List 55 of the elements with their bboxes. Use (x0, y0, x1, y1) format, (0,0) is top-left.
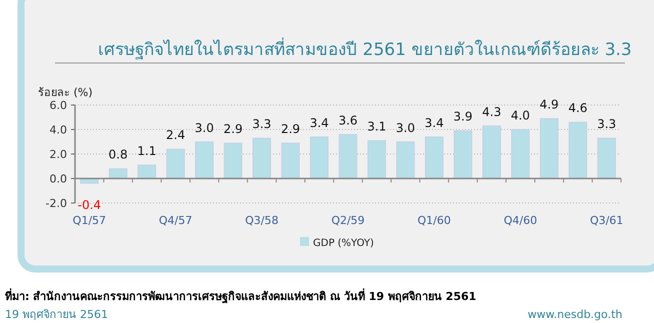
bar (568, 122, 588, 179)
data-label: 3.4 (310, 116, 329, 130)
data-label: 3.0 (396, 120, 416, 135)
text: 19 พฤศจิกายน 2561 (5, 308, 108, 321)
data-label: 1.1 (137, 144, 156, 158)
text: www.nesdb.go.th (528, 308, 622, 321)
legend-label: GDP (%YOY) (313, 238, 374, 249)
data-label: 3.3 (597, 117, 616, 132)
y-axis-title: ร้อยละ (%) (38, 86, 93, 99)
x-tick-label: Q2/59 (331, 214, 365, 227)
y-tick-label: -2.0 (46, 197, 67, 210)
data-label: 0.8 (108, 148, 128, 162)
bar (195, 141, 214, 179)
bar (108, 168, 128, 179)
bar (224, 142, 242, 179)
data-label: 4.3 (482, 104, 502, 119)
data-label: 3.0 (194, 120, 214, 135)
bar (482, 126, 501, 179)
bar (597, 138, 616, 179)
bar (511, 129, 530, 179)
data-label: 3.3 (252, 117, 272, 132)
y-tick-label: 0.0 (50, 172, 67, 186)
bar (310, 136, 328, 179)
bar (454, 130, 472, 179)
data-label: 3.6 (338, 113, 358, 128)
text: ที่มา: สำนักงานคณะกรรมการพัฒนาการเศรษฐกิจและสังคมแห่งชาติ ณ วันที่ 19 พฤศจิกายน 2561 (5, 288, 476, 304)
bar (425, 136, 444, 179)
bar (166, 148, 185, 179)
x-tick-label: Q1/60 (418, 214, 451, 227)
bar (252, 138, 271, 179)
y-tick-label: 2.0 (50, 148, 67, 161)
chart-title: เศรษฐกิจไทยในไตรมาสที่สามของปี 2561 ขยายตัวในเกณฑ์ดีร้อยละ 3.3 (98, 37, 632, 60)
data-label: -0.4 (78, 198, 102, 212)
bar (138, 164, 156, 179)
x-tick-label: Q4/57 (158, 214, 192, 227)
y-tick-label: 4.0 (50, 124, 67, 136)
data-label: 4.0 (510, 108, 530, 122)
data-label: 4.6 (568, 101, 588, 116)
bar (281, 142, 300, 179)
x-tick-label: Q3/61 (590, 214, 624, 227)
data-label: 2.9 (224, 122, 243, 136)
y-tick-label: 6.0 (50, 99, 67, 112)
x-tick-label: Q1/57 (72, 214, 106, 227)
data-label: 2.9 (280, 122, 300, 136)
x-tick-label: Q3/58 (245, 214, 278, 227)
data-label: 3.1 (367, 120, 386, 134)
bar (338, 134, 358, 179)
data-label: 2.4 (166, 128, 186, 142)
bar (540, 118, 558, 179)
data-label: 3.9 (453, 110, 472, 124)
x-tick-label: Q4/60 (504, 214, 538, 227)
bar (396, 141, 415, 179)
data-label: 3.4 (424, 116, 444, 130)
bar (368, 140, 386, 179)
data-label: 4.9 (540, 97, 559, 112)
